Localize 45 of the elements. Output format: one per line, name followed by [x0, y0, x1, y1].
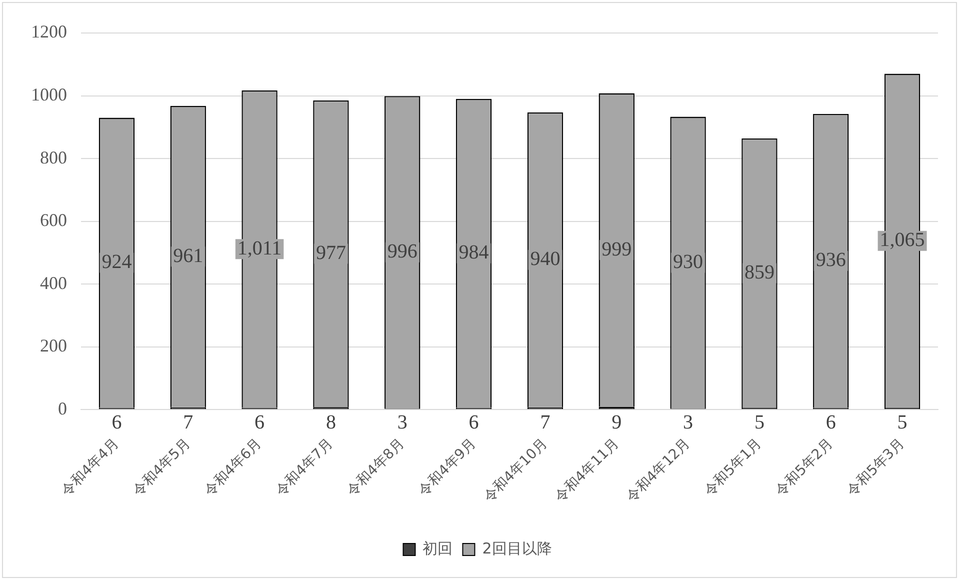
- x-tick-label: 令和4年10月: [480, 436, 551, 506]
- data-label: 936: [816, 249, 846, 272]
- y-tick-label: 1000: [31, 84, 67, 105]
- x-tick-label: 令和4年7月: [272, 436, 336, 500]
- y-tick-label: 1200: [31, 22, 67, 42]
- data-label: 6: [254, 411, 265, 434]
- data-label: 977: [316, 242, 346, 264]
- x-tick-label: 令和4年12月: [624, 436, 694, 506]
- y-tick-label: 400: [40, 272, 67, 293]
- data-label: 8: [326, 411, 336, 434]
- x-tick-label: 令和4年8月: [344, 436, 408, 500]
- x-tick-label: 令和5年3月: [844, 436, 908, 500]
- x-tick-label: 令和4年11月: [552, 436, 622, 506]
- data-label: 1,011: [237, 237, 282, 260]
- x-tick-label: 令和5年1月: [701, 436, 765, 500]
- x-tick-label: 令和4年4月: [58, 436, 122, 500]
- x-tick-label: 令和4年9月: [416, 436, 480, 500]
- legend-label: 2回目以降: [482, 539, 552, 558]
- x-tick-label: 令和5年2月: [772, 436, 836, 500]
- data-label: 3: [683, 411, 694, 434]
- data-label: 9: [612, 411, 622, 434]
- data-label: 5: [754, 411, 764, 434]
- data-label: 7: [183, 411, 194, 434]
- data-label: 984: [458, 242, 489, 264]
- data-label: 6: [112, 411, 122, 434]
- data-label: 940: [530, 248, 560, 270]
- y-tick-label: 800: [40, 147, 67, 168]
- data-label: 996: [387, 240, 418, 263]
- data-label: 3: [397, 411, 408, 434]
- data-label: 924: [102, 250, 132, 273]
- x-tick-label: 令和4年6月: [201, 436, 265, 500]
- data-label: 930: [673, 250, 704, 273]
- x-tick-label: 令和4年5月: [130, 436, 194, 500]
- y-tick-label: 0: [58, 398, 67, 418]
- legend-label: 初回: [422, 539, 453, 558]
- data-label: 7: [540, 411, 550, 434]
- data-label: 5: [897, 411, 908, 434]
- data-label: 1,065: [880, 229, 925, 252]
- data-label: 6: [826, 411, 836, 434]
- data-label: 961: [173, 244, 204, 267]
- y-tick-label: 200: [40, 336, 67, 356]
- data-label: 859: [744, 262, 774, 284]
- data-label: 999: [602, 238, 632, 260]
- data-label: 6: [468, 411, 479, 434]
- y-tick-label: 600: [40, 210, 67, 230]
